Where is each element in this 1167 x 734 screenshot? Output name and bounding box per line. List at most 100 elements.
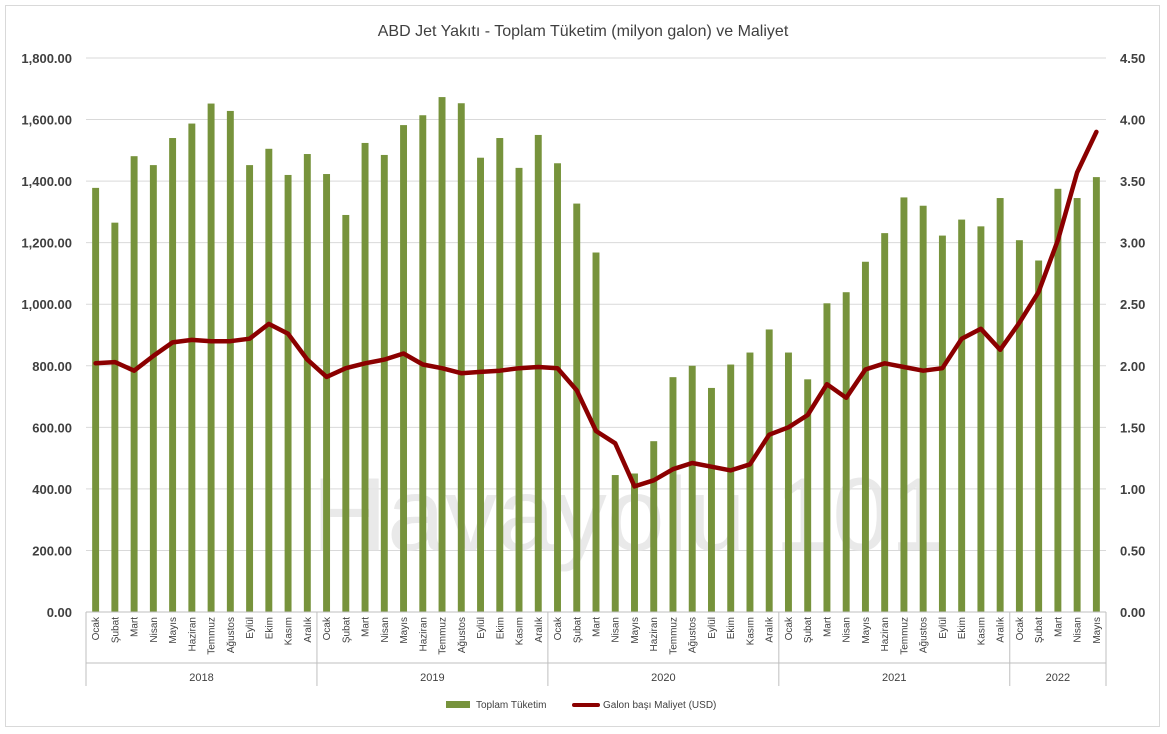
bar: [130, 156, 138, 613]
bar: [938, 235, 946, 613]
y-right-tick-label: 4.50: [1120, 51, 1145, 66]
x-tick-label: Temmuz: [899, 617, 910, 655]
x-tick-label: Mayıs: [630, 617, 641, 644]
x-tick-label: Ocak: [784, 616, 795, 640]
y-right-tick-label: 2.50: [1120, 297, 1145, 312]
x-tick-label: Nisan: [1073, 617, 1084, 643]
x-tick-label: Haziran: [418, 617, 429, 651]
x-tick-label: Kasım: [284, 617, 295, 645]
bar: [727, 364, 735, 612]
bar: [438, 97, 446, 613]
x-tick-label: Temmuz: [207, 617, 218, 655]
x-tick-label: Eylül: [476, 617, 487, 639]
bar: [207, 103, 215, 612]
x-tick-label: Mayıs: [861, 617, 872, 644]
x-tick-label: Mart: [130, 617, 141, 637]
bar: [573, 203, 581, 612]
y-right-tick-label: 1.50: [1120, 420, 1145, 435]
x-tick-label: Şubat: [803, 617, 814, 643]
x-tick-label: Haziran: [880, 617, 891, 651]
bar: [804, 379, 812, 612]
bar: [765, 329, 773, 612]
y-right-tick-label: 0.00: [1120, 605, 1145, 620]
x-tick-label: Aralık: [765, 616, 776, 643]
y-left-tick-label: 1,000.00: [21, 297, 72, 312]
y-left-tick-label: 600.00: [32, 420, 72, 435]
bar: [534, 134, 542, 612]
bar: [611, 475, 619, 612]
bar: [92, 187, 100, 613]
x-tick-label: Nisan: [380, 617, 391, 643]
y-right-tick-label: 4.00: [1120, 113, 1145, 128]
year-label: 2020: [651, 672, 675, 684]
year-label: 2019: [420, 672, 444, 684]
legend-label-bars: Toplam Tüketim: [476, 700, 546, 711]
axes: 0.00 200.00 400.00 600.00 800.00 1,000.00 1,20…: [21, 51, 1145, 686]
x-tick-label: Şubat: [1034, 617, 1045, 643]
y-right-tick-label: 3.00: [1120, 236, 1145, 251]
x-tick-label: Kasım: [976, 617, 987, 645]
x-tick-label: Kasım: [515, 617, 526, 645]
x-tick-label: Şubat: [110, 617, 121, 643]
bar: [246, 165, 254, 612]
x-tick-label: Ocak: [322, 616, 333, 640]
y-right-tick-label: 3.50: [1120, 174, 1145, 189]
bar: [1073, 198, 1081, 613]
bar: [342, 214, 350, 612]
x-tick-label: Şubat: [341, 617, 352, 643]
y-right-tick-label: 2.00: [1120, 359, 1145, 374]
x-tick-label: Ocak: [1015, 616, 1026, 640]
x-tick-label: Mart: [361, 617, 372, 637]
x-tick-label: Aralık: [534, 616, 545, 643]
x-tick-label: Temmuz: [668, 617, 679, 655]
y-left-tick-label: 0.00: [47, 605, 72, 620]
x-tick-label: Ekim: [726, 617, 737, 639]
bar: [188, 123, 196, 612]
x-tick-label: Ocak: [553, 616, 564, 640]
bar: [323, 174, 331, 612]
legend-swatch-bars: [446, 701, 470, 708]
x-tick-label: Ekim: [495, 617, 506, 639]
x-tick-label: Haziran: [649, 617, 660, 651]
year-label: 2018: [189, 672, 213, 684]
bar: [823, 303, 831, 612]
legend: Toplam Tüketim Galon başı Maliyet (USD): [446, 700, 716, 711]
x-tick-label: Aralık: [303, 616, 314, 643]
bar: [226, 110, 234, 612]
bar: [784, 352, 792, 612]
x-tick-label: Eylül: [707, 617, 718, 639]
bar: [900, 197, 908, 612]
y-right-tick-label: 1.00: [1120, 482, 1145, 497]
bar: [457, 103, 465, 612]
year-label: 2022: [1046, 672, 1070, 684]
x-tick-label: Ağustos: [919, 617, 930, 653]
bar: [996, 198, 1004, 613]
y-left-tick-label: 1,200.00: [21, 236, 72, 251]
year-label: 2021: [882, 672, 906, 684]
bar: [149, 165, 157, 612]
y-left-tick-label: 800.00: [32, 359, 72, 374]
x-tick-label: Mayıs: [1092, 617, 1103, 644]
x-tick-label: Ekim: [264, 617, 275, 639]
bar: [708, 387, 715, 612]
x-tick-label: Eylül: [245, 617, 256, 639]
bar: [650, 441, 658, 612]
bar: [169, 138, 177, 612]
x-tick-label: Aralık: [996, 616, 1007, 643]
y-left-tick-label: 1,400.00: [21, 174, 72, 189]
x-tick-label: Şubat: [572, 617, 583, 643]
x-tick-label: Mart: [1053, 617, 1064, 637]
bar: [111, 222, 119, 612]
x-tick-label: Nisan: [611, 617, 622, 643]
bar: [400, 125, 408, 613]
bar: [1054, 188, 1062, 613]
bar: [958, 219, 966, 613]
x-tick-label: Mayıs: [168, 617, 179, 644]
bar: [842, 292, 850, 612]
y-left-tick-label: 1,600.00: [21, 113, 72, 128]
x-tick-label: Mart: [592, 617, 603, 637]
bar: [496, 138, 504, 612]
bar: [265, 148, 273, 613]
bar: [303, 154, 311, 612]
